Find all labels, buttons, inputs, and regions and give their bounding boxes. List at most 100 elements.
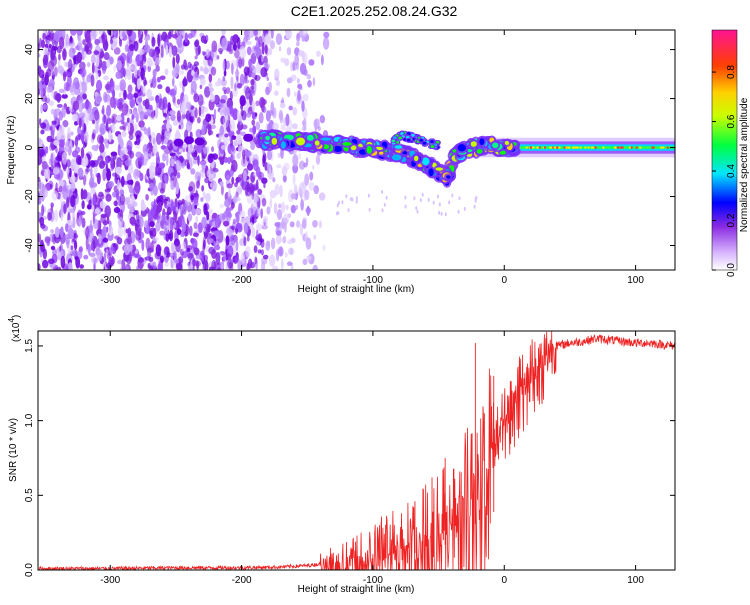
noise-speck [143, 30, 148, 35]
noise-speck [292, 60, 296, 71]
noise-speck [90, 187, 96, 195]
branch-blob [391, 139, 396, 143]
noise-speck [58, 245, 62, 252]
noise-speck [239, 46, 247, 59]
noise-speck [292, 153, 299, 167]
noise-speck [195, 208, 202, 215]
noise-speck [91, 62, 95, 74]
noise-speck [230, 240, 235, 246]
noise-speck [58, 185, 63, 193]
noise-speck [47, 44, 55, 53]
noise-speck [70, 131, 74, 136]
noise-speck [106, 118, 113, 125]
noise-speck [91, 132, 95, 140]
noise-speck [268, 81, 272, 93]
signal-blob [422, 157, 430, 166]
noise-speck [131, 114, 135, 120]
noise-speck [206, 226, 211, 233]
noise-speck [213, 240, 217, 249]
noise-speck [167, 139, 174, 151]
noise-speck [62, 71, 67, 82]
noise-speck [224, 133, 229, 138]
noise-speck [42, 248, 47, 260]
noise-speck [152, 143, 158, 155]
noise-speck [79, 80, 83, 91]
noise-speck [138, 97, 143, 103]
noise-speck [78, 117, 82, 129]
noise-speck [135, 151, 143, 158]
noise-speck [444, 212, 447, 217]
x-tick-label: -200 [232, 575, 252, 586]
noise-speck [59, 181, 65, 187]
x-tick-label: -100 [363, 275, 383, 286]
spectrogram-noise [38, 30, 478, 270]
noise-speck [285, 204, 289, 211]
carrier-fleck [592, 146, 595, 149]
noise-speck [187, 33, 193, 39]
noise-speck [287, 239, 293, 245]
noise-speck [79, 67, 87, 78]
noise-speck [253, 245, 258, 253]
noise-speck [52, 248, 58, 256]
noise-speck [474, 198, 477, 203]
signal-blob [366, 145, 372, 154]
noise-speck [55, 266, 62, 270]
carrier-fleck [556, 146, 559, 149]
noise-speck [241, 124, 248, 130]
noise-speck [315, 154, 321, 166]
noise-speck [43, 54, 49, 66]
noise-speck [413, 196, 416, 201]
noise-speck [199, 84, 203, 90]
noise-speck [251, 89, 256, 96]
y-tick-label: 20 [24, 93, 35, 105]
noise-speck [50, 262, 57, 270]
carrier-fleck [620, 146, 623, 149]
noise-speck [304, 173, 310, 186]
noise-speck [123, 89, 127, 100]
signal-blob [435, 167, 443, 171]
noise-speck [274, 222, 281, 227]
noise-speck [427, 197, 430, 202]
noise-speck [421, 192, 424, 197]
noise-speck [255, 100, 260, 107]
noise-speck [234, 48, 240, 59]
noise-speck [281, 166, 288, 176]
noise-speck [189, 155, 194, 169]
noise-speck [306, 255, 312, 261]
noise-speck [193, 93, 200, 103]
noise-speck [103, 52, 110, 61]
noise-speck [266, 162, 271, 170]
noise-speck [38, 88, 41, 96]
noise-speck [157, 262, 163, 270]
noise-speck [62, 120, 69, 128]
noise-speck [171, 45, 178, 57]
noise-speck [185, 120, 193, 133]
svg-text:(x104): (x104) [7, 315, 22, 342]
noise-speck [235, 222, 243, 230]
carrier-fleck [550, 146, 553, 149]
noise-speck [89, 252, 96, 257]
noise-speck [80, 129, 85, 143]
noise-speck [74, 136, 79, 148]
noise-speck [203, 106, 209, 113]
noise-speck [74, 173, 78, 178]
noise-speck [211, 146, 215, 153]
noise-speck [128, 133, 134, 141]
snr-y-label: SNR (10 * v/v) [8, 418, 19, 482]
noise-speck [77, 133, 82, 141]
noise-speck [292, 173, 296, 186]
carrier-fleck [549, 146, 552, 149]
noise-speck [180, 101, 187, 115]
noise-speck [157, 84, 163, 90]
noise-speck [260, 208, 263, 219]
carrier-fleck [616, 146, 619, 149]
noise-speck [195, 47, 200, 57]
noise-speck [121, 103, 129, 116]
noise-speck [141, 239, 145, 251]
noise-speck [40, 129, 45, 135]
noise-speck [221, 30, 226, 37]
snr-multiplier: (x104) [7, 315, 22, 342]
noise-speck [264, 33, 271, 46]
noise-speck [143, 36, 151, 41]
noise-speck [96, 172, 101, 185]
